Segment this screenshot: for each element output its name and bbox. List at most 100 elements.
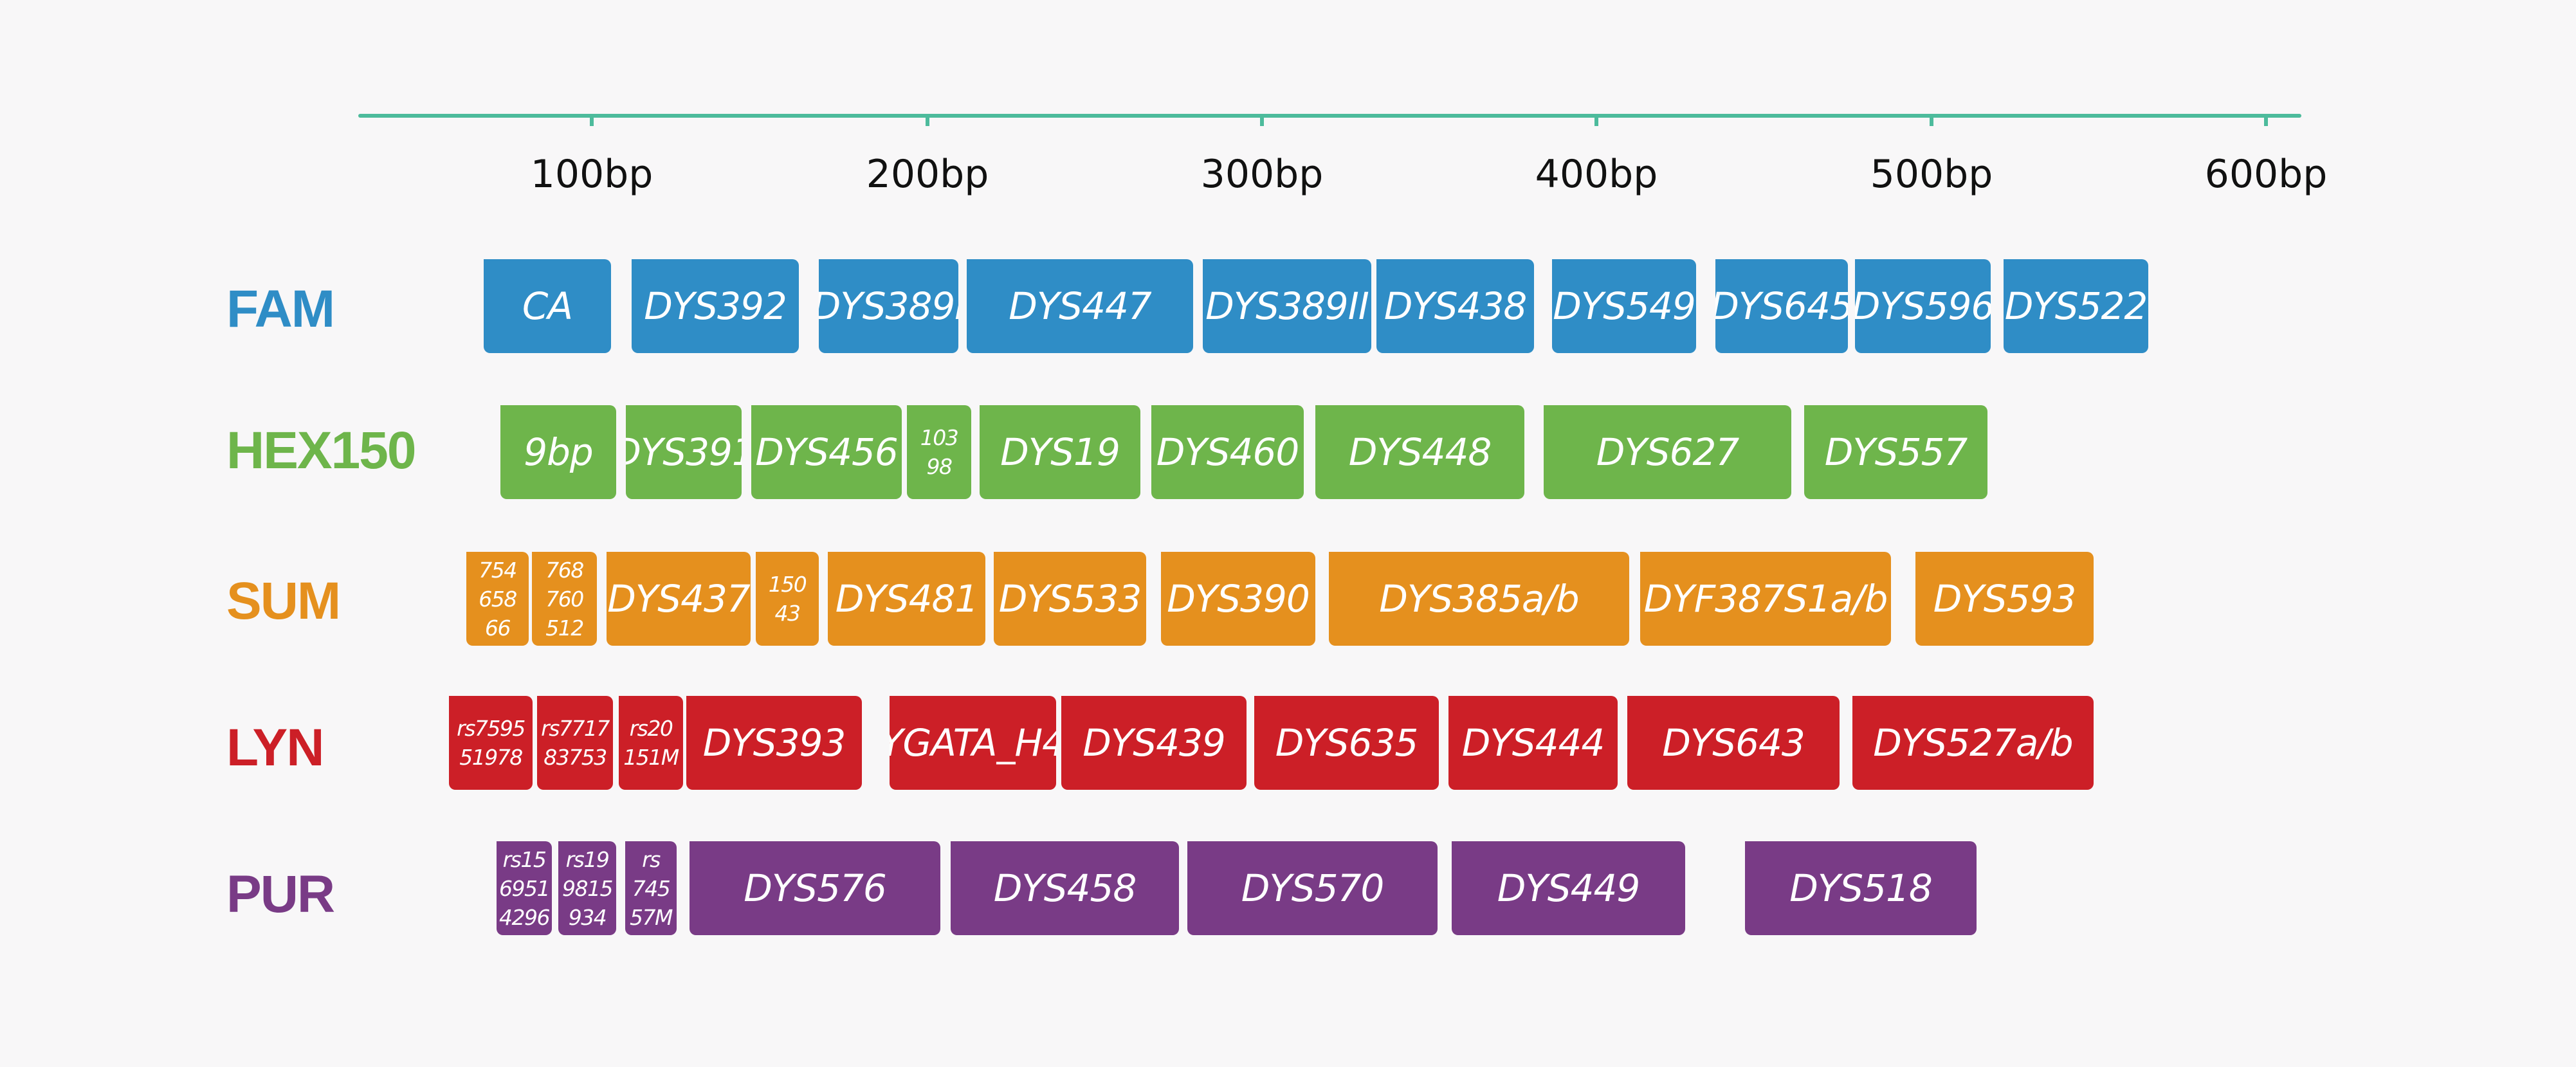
marker-box: DYS437 [607,552,751,646]
marker-label: 103 98 [920,425,959,479]
marker-box: DYS557 [1804,405,1987,499]
scale-tick-label: 600bp [2204,152,2328,197]
marker-box: DYS643 [1627,696,1840,790]
marker-box: DYS527a/b [1852,696,2094,790]
marker-box: 768 760 512 [532,552,597,646]
marker-box: DYS444 [1448,696,1618,790]
marker-label: DYS635 [1275,721,1419,765]
marker-box: DYS449 [1452,841,1685,935]
marker-box: DYF387S1a/b [1640,552,1891,646]
marker-box: DYS596 [1855,259,1991,353]
marker-label: DYS439 [1082,721,1226,765]
marker-label: DYS522 [2004,284,2148,328]
dye-label-hex150: HEX150 [226,421,416,480]
marker-box: DYS481 [828,552,985,646]
marker-box: DYS389I [819,259,958,353]
marker-box: rs20 151M [619,696,683,790]
marker-box: rs 745 57M [625,841,677,935]
marker-label: DYS389I [819,284,958,328]
marker-label: YGATA_H4 [890,721,1056,765]
marker-box: DYS627 [1544,405,1791,499]
marker-box: CA [484,259,611,353]
marker-label: DYS391 [626,430,742,474]
marker-box: DYS438 [1376,259,1534,353]
marker-label: rs20 151M [623,716,679,770]
marker-label: DYS448 [1348,430,1492,474]
dye-label-lyn: LYN [226,718,324,777]
marker-box: DYS635 [1254,696,1439,790]
marker-box: DYS593 [1915,552,2094,646]
marker-box: YGATA_H4 [890,696,1056,790]
scale-tick-label: 100bp [530,152,653,197]
marker-box: DYS393 [686,696,862,790]
marker-label: DYS447 [1009,284,1152,328]
marker-label: rs7595 51978 [457,716,525,770]
marker-label: DYS460 [1156,430,1300,474]
marker-box: DYS533 [994,552,1146,646]
marker-box: 103 98 [907,405,971,499]
marker-label: DYS527a/b [1873,721,2074,765]
marker-box: 754 658 66 [466,552,529,646]
marker-box: DYS458 [951,841,1179,935]
marker-label: DYF387S1a/b [1643,577,1888,621]
marker-box: DYS447 [967,259,1193,353]
marker-label: rs7717 83753 [541,716,610,770]
marker-label: DYS390 [1167,577,1310,621]
marker-box: DYS391 [626,405,742,499]
marker-box: rs19 9815 934 [558,841,616,935]
marker-box: DYS549 [1552,259,1696,353]
marker-label: 9bp [524,430,594,474]
marker-label: 150 43 [768,572,807,626]
marker-label: DYS518 [1789,866,1933,910]
scale-tick-label: 300bp [1200,152,1324,197]
marker-label: DYS593 [1933,577,2077,621]
marker-box: DYS385a/b [1329,552,1629,646]
marker-box: DYS392 [632,259,799,353]
marker-box: DYS522 [2004,259,2148,353]
marker-box: DYS645 [1715,259,1848,353]
marker-box: DYS518 [1745,841,1977,935]
marker-label: DYS481 [835,577,979,621]
marker-box: DYS439 [1061,696,1247,790]
marker-box: DYS390 [1161,552,1315,646]
marker-box: 150 43 [756,552,819,646]
marker-label: DYS449 [1497,866,1641,910]
dye-label-fam: FAM [226,280,335,338]
marker-label: DYS570 [1241,866,1385,910]
marker-box: DYS576 [690,841,940,935]
marker-box: DYS389II [1203,259,1371,353]
marker-label: DYS627 [1596,430,1740,474]
marker-box: rs7717 83753 [537,696,613,790]
marker-label: DYS557 [1824,430,1968,474]
marker-label: CA [522,284,573,328]
marker-label: DYS549 [1553,284,1696,328]
marker-label: DYS645 [1715,284,1848,328]
marker-label: DYS389II [1205,284,1369,328]
marker-box: DYS456 [751,405,902,499]
marker-label: rs19 9815 934 [562,846,613,930]
marker-label: DYS385a/b [1379,577,1580,621]
marker-box: rs7595 51978 [449,696,533,790]
marker-label: DYS392 [644,284,787,328]
marker-label: rs15 6951 4296 [499,846,550,930]
marker-box: DYS19 [980,405,1140,499]
scale-tick-label: 200bp [866,152,989,197]
marker-label: DYS533 [998,577,1142,621]
marker-box: DYS460 [1151,405,1304,499]
marker-box: 9bp [500,405,616,499]
marker-label: DYS643 [1662,721,1805,765]
marker-label: DYS437 [607,577,751,621]
marker-label: DYS596 [1855,284,1991,328]
dye-label-pur: PUR [226,865,335,924]
marker-box: rs15 6951 4296 [497,841,552,935]
marker-label: DYS393 [702,721,846,765]
marker-label: DYS444 [1461,721,1605,765]
scale-tick-label: 500bp [1870,152,1993,197]
marker-label: DYS456 [755,430,899,474]
scale-tick-label: 400bp [1535,152,1658,197]
marker-label: 768 760 512 [545,557,584,641]
marker-label: rs 745 57M [630,846,673,930]
marker-box: DYS570 [1187,841,1438,935]
marker-label: DYS458 [993,866,1137,910]
size-scale [358,114,2301,126]
